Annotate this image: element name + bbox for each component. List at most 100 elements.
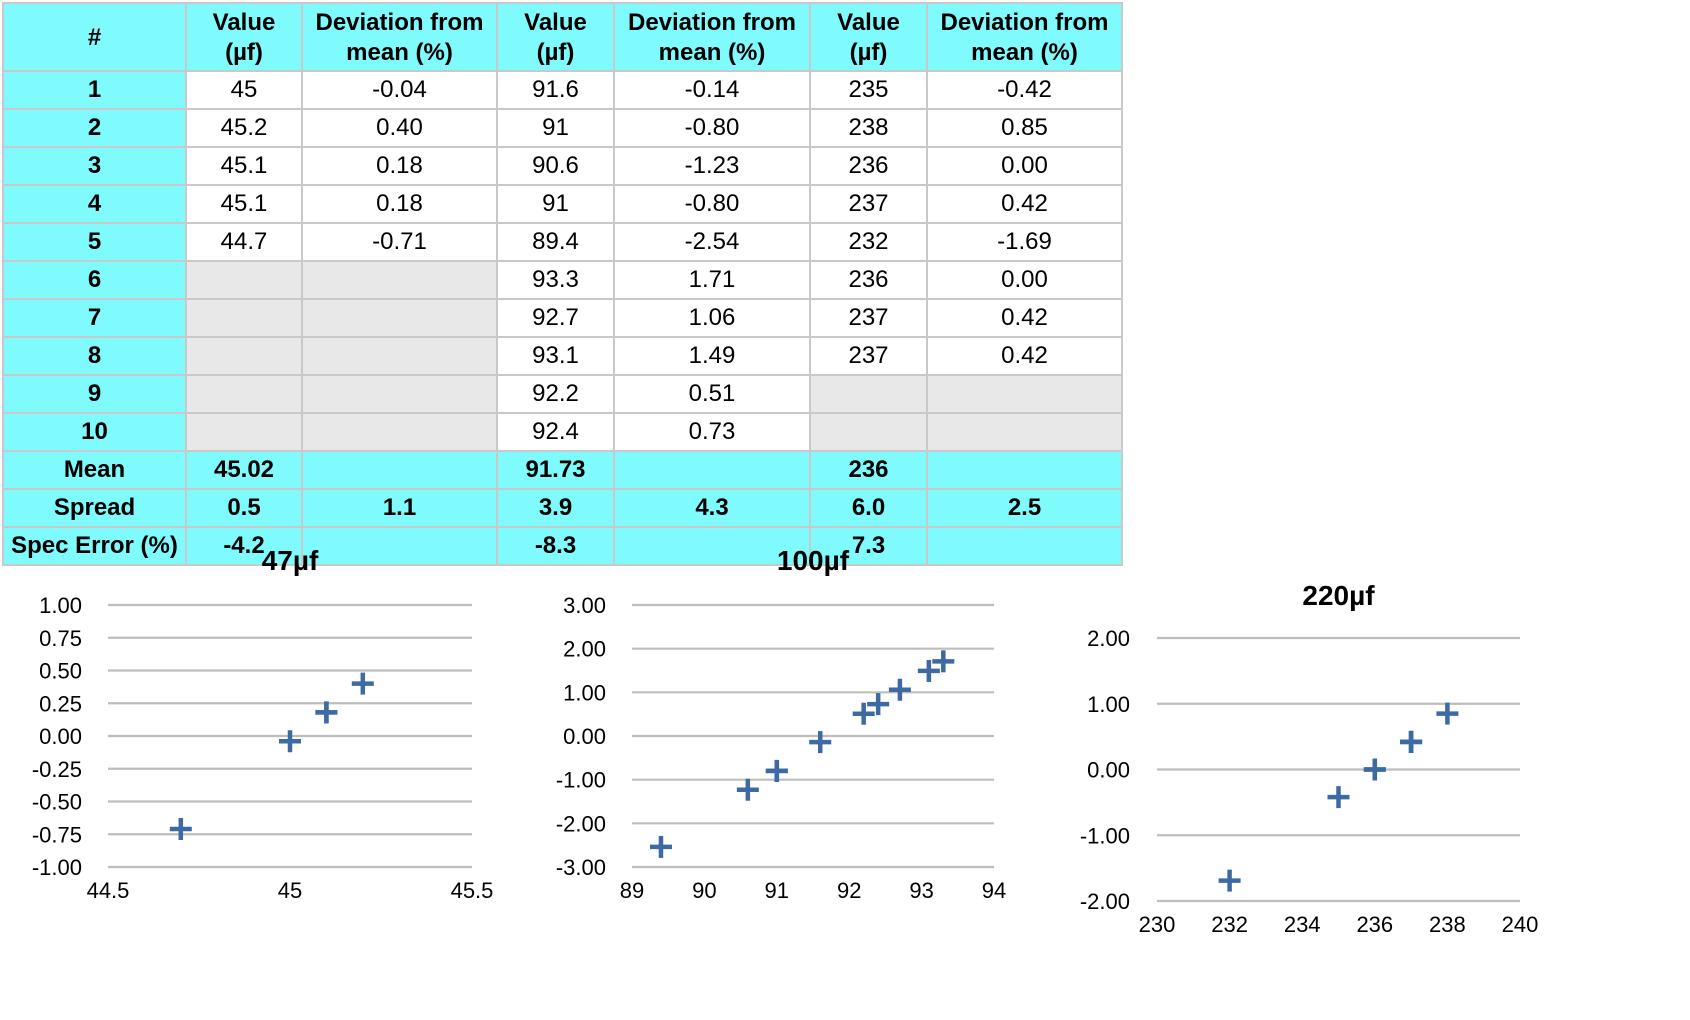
row-label: 6 [2,260,187,300]
table-cell: 45.1 [185,184,303,224]
table-cell: -0.80 [613,184,811,224]
header-line: Deviation from [940,9,1109,36]
header-text: Value (µf) [524,9,587,66]
table-cell: 93.1 [496,336,615,376]
y-tick-label: 1.00 [563,680,606,705]
table-cell [926,526,1123,566]
data-point [765,759,788,782]
table-cell: 0.5 [185,488,303,528]
x-tick-label: 232 [1211,912,1248,937]
table-cell [926,450,1123,490]
data-point [932,650,955,673]
y-tick-label: 0.00 [39,724,82,749]
table-cell: 91.6 [496,70,615,110]
table-cell: 91 [496,184,615,224]
table-cell: 235 [809,70,928,110]
chart-title: 47µf [262,545,319,576]
table-cell: 45 [185,70,303,110]
data-point [351,672,374,695]
chart-title: 100µf [777,545,850,576]
row-label: 1 [2,70,187,110]
row-label: 10 [2,412,187,452]
row-label: 3 [2,146,187,186]
table-header-row: # Value (µf) Deviation from mean (%) Value… [2,2,1123,72]
table-cell [809,412,928,452]
table-cell: 92.7 [496,298,615,338]
table-row: 9 92.2 0.51 [2,374,1123,414]
table-cell: 0.51 [613,374,811,414]
column-header-deviation-100: Deviation from mean (%) [613,2,811,72]
table-cell: 0.42 [926,184,1123,224]
table-cell: 1.71 [613,260,811,300]
table-cell [185,260,303,300]
table-cell: 45.02 [185,450,303,490]
x-tick-label: 92 [837,878,861,903]
y-tick-label: -2.00 [556,811,606,836]
data-point [917,659,940,682]
header-text: Value (µf) [837,9,900,66]
table-cell: -1.69 [926,222,1123,262]
data-point [867,693,890,716]
data-point [809,731,832,754]
table-cell: -1.23 [613,146,811,186]
table-cell: 91.73 [496,450,615,490]
table-row: 3 45.1 0.18 90.6 -1.23 236 0.00 [2,146,1123,186]
x-tick-label: 90 [692,878,716,903]
row-label: Spread [2,488,187,528]
x-tick-label: 89 [620,878,644,903]
table-cell: 93.3 [496,260,615,300]
table-cell: 2.5 [926,488,1123,528]
table-cell: 237 [809,184,928,224]
table-cell [301,526,498,566]
header-text: Deviation from mean (%) [628,9,796,66]
table-cell: 92.2 [496,374,615,414]
row-label: 5 [2,222,187,262]
x-tick-label: 91 [765,878,789,903]
table-cell [185,336,303,376]
table-cell: -4.2 [185,526,303,566]
row-label: 9 [2,374,187,414]
data-point [852,702,875,725]
table-row: 7 92.7 1.06 237 0.42 [2,298,1123,338]
table-cell [301,336,498,376]
y-tick-label: 2.00 [563,637,606,662]
table-cell: 236 [809,450,928,490]
x-tick-label: 238 [1429,912,1466,937]
table-cell: 0.42 [926,336,1123,376]
table-cell [301,374,498,414]
y-tick-label: 0.00 [563,724,606,749]
scatter-chart-100uf: 100µf 3.00 2.00 1.00 0.00 -1.00 -2.00 -3.00 89 90… [556,545,1006,903]
y-tick-label: 1.00 [1087,692,1130,717]
table-cell: 0.18 [301,146,498,186]
data-point [888,678,911,701]
data-point [1218,869,1241,892]
table-cell: 0.85 [926,108,1123,148]
table-cell [301,260,498,300]
y-tick-label: -1.00 [1080,823,1130,848]
table-cell: -8.3 [496,526,615,566]
table-cell: 45.2 [185,108,303,148]
row-label: 7 [2,298,187,338]
x-tick-label: 236 [1356,912,1393,937]
table-cell [301,450,498,490]
y-tick-label: -0.50 [32,790,82,815]
table-row: 6 93.3 1.71 236 0.00 [2,260,1123,300]
table-row: 5 44.7 -0.71 89.4 -2.54 232 -1.69 [2,222,1123,262]
table-cell [185,412,303,452]
table-row: 8 93.1 1.49 237 0.42 [2,336,1123,376]
table-cell: 90.6 [496,146,615,186]
table-cell: 0.00 [926,146,1123,186]
header-text: Deviation from mean (%) [315,9,483,66]
data-point [1436,702,1459,725]
y-tick-label: -1.00 [556,768,606,793]
table-cell [301,412,498,452]
y-tick-label: -0.25 [32,757,82,782]
y-tick-label: 0.75 [39,626,82,651]
header-line: Value [212,9,276,36]
x-tick-label: 93 [909,878,933,903]
table-cell: 0.40 [301,108,498,148]
table-cell [185,374,303,414]
row-label: 2 [2,108,187,148]
y-tick-label: 0.50 [39,659,82,684]
header-line: (µf) [536,39,575,66]
